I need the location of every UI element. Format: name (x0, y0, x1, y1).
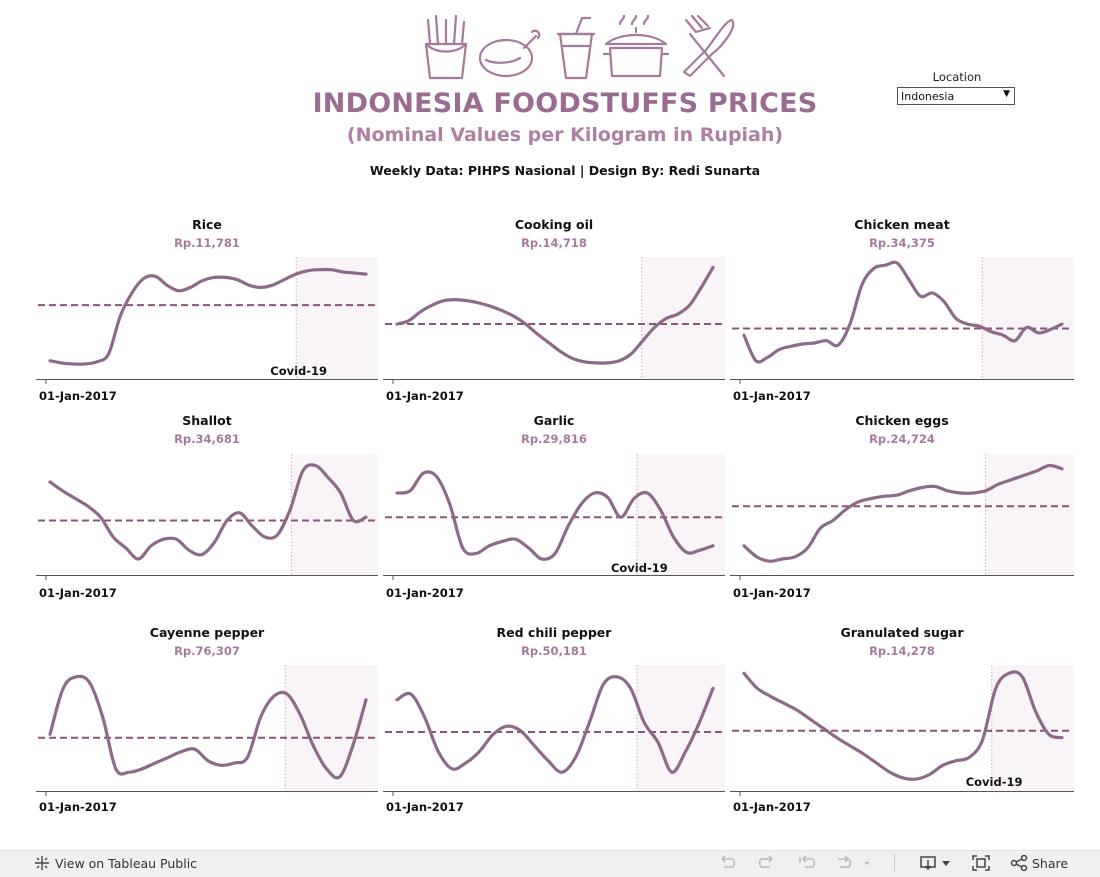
chart-latest-price: Rp.14,278 (869, 644, 935, 658)
view-on-tableau-link[interactable]: View on Tableau Public (55, 856, 198, 871)
covid-annotation: Covid-19 (965, 775, 1023, 789)
price-series-line (48, 674, 368, 780)
price-line-chart (36, 665, 378, 796)
price-line-chart (383, 665, 725, 796)
chart-title: Red chili pepper (496, 625, 612, 640)
price-line-chart (383, 454, 725, 580)
x-axis-start-label: 01-Jan-2017 (39, 800, 117, 814)
covid-period-band (991, 665, 1074, 792)
fork-knife-icon (682, 14, 735, 78)
covid-annotation: Covid-19 (270, 364, 328, 378)
chart-title: Rice (192, 217, 222, 232)
chart-title: Granulated sugar (840, 625, 964, 640)
covid-annotation: Covid-19 (610, 561, 668, 575)
data-credit: Weekly Data: PIHPS Nasional | Design By:… (369, 163, 761, 178)
chart-title: Garlic (533, 413, 575, 428)
x-axis-start-label: 01-Jan-2017 (733, 586, 811, 600)
chart-title: Cooking oil (514, 217, 594, 232)
price-series-line (395, 675, 715, 774)
price-line-chart (36, 454, 378, 580)
revert-icon[interactable] (798, 855, 816, 874)
chart-title: Cayenne pepper (149, 625, 265, 640)
x-axis-start-label: 01-Jan-2017 (39, 389, 117, 403)
x-axis-start-label: 01-Jan-2017 (386, 800, 464, 814)
refresh-icon[interactable] (836, 855, 870, 874)
price-series-line (742, 670, 1064, 781)
chart-latest-price: Rp.11,781 (174, 236, 240, 250)
chart-latest-price: Rp.50,181 (521, 644, 587, 658)
covid-period-band (982, 257, 1074, 380)
price-line-chart (730, 665, 1074, 796)
chart-title: Chicken meat (854, 217, 950, 232)
tableau-toolbar: View on Tableau Public Share (0, 850, 1100, 877)
chevron-down-icon: ▼ (1003, 89, 1010, 99)
share-icon[interactable] (1010, 854, 1028, 874)
dashboard-title: INDONESIA FOODSTUFFS PRICES (312, 88, 818, 119)
roast-chicken-icon (478, 29, 541, 78)
covid-period-band (285, 665, 378, 792)
chart-latest-price: Rp.24,724 (869, 432, 935, 446)
x-axis-start-label: 01-Jan-2017 (733, 389, 811, 403)
drink-cup-icon (556, 16, 596, 80)
toolbar-divider (894, 853, 895, 871)
chart-latest-price: Rp.34,681 (174, 432, 240, 446)
covid-period-band (296, 257, 378, 380)
download-icon[interactable] (920, 855, 952, 874)
location-dropdown[interactable]: Indonesia ▼ (897, 87, 1015, 105)
chart-latest-price: Rp.76,307 (174, 644, 240, 658)
location-filter-label: Location (932, 70, 982, 84)
chart-title: Chicken eggs (855, 413, 949, 428)
header-food-icons (424, 14, 735, 80)
dashboard-subtitle: (Nominal Values per Kilogram in Rupiah) (346, 124, 784, 146)
chart-latest-price: Rp.29,816 (521, 432, 587, 446)
price-series-line (395, 470, 715, 561)
price-line-chart (36, 257, 378, 384)
price-line-chart (730, 257, 1074, 384)
x-axis-start-label: 01-Jan-2017 (733, 800, 811, 814)
x-axis-start-label: 01-Jan-2017 (386, 586, 464, 600)
tableau-logo-icon (34, 855, 50, 874)
x-axis-start-label: 01-Jan-2017 (39, 586, 117, 600)
fries-icon (424, 14, 468, 80)
chart-latest-price: Rp.34,375 (869, 236, 935, 250)
cooking-pot-icon (602, 14, 670, 78)
covid-period-band (291, 454, 378, 576)
price-series-line (742, 260, 1064, 364)
x-axis-start-label: 01-Jan-2017 (386, 389, 464, 403)
price-series-line (48, 267, 368, 366)
price-line-chart (730, 454, 1074, 580)
price-series-line (742, 463, 1064, 563)
price-series-line (48, 463, 368, 561)
undo-icon[interactable] (718, 855, 736, 874)
chart-title: Shallot (182, 413, 232, 428)
price-line-chart (383, 257, 725, 384)
price-series-line (395, 265, 715, 365)
covid-period-band (641, 257, 725, 380)
share-button[interactable]: Share (1032, 856, 1069, 871)
redo-icon[interactable] (758, 855, 776, 874)
chart-latest-price: Rp.14,718 (521, 236, 587, 250)
fullscreen-icon[interactable] (972, 855, 990, 874)
covid-period-band (636, 665, 725, 792)
location-dropdown-value: Indonesia (901, 90, 955, 103)
covid-period-band (636, 454, 725, 576)
